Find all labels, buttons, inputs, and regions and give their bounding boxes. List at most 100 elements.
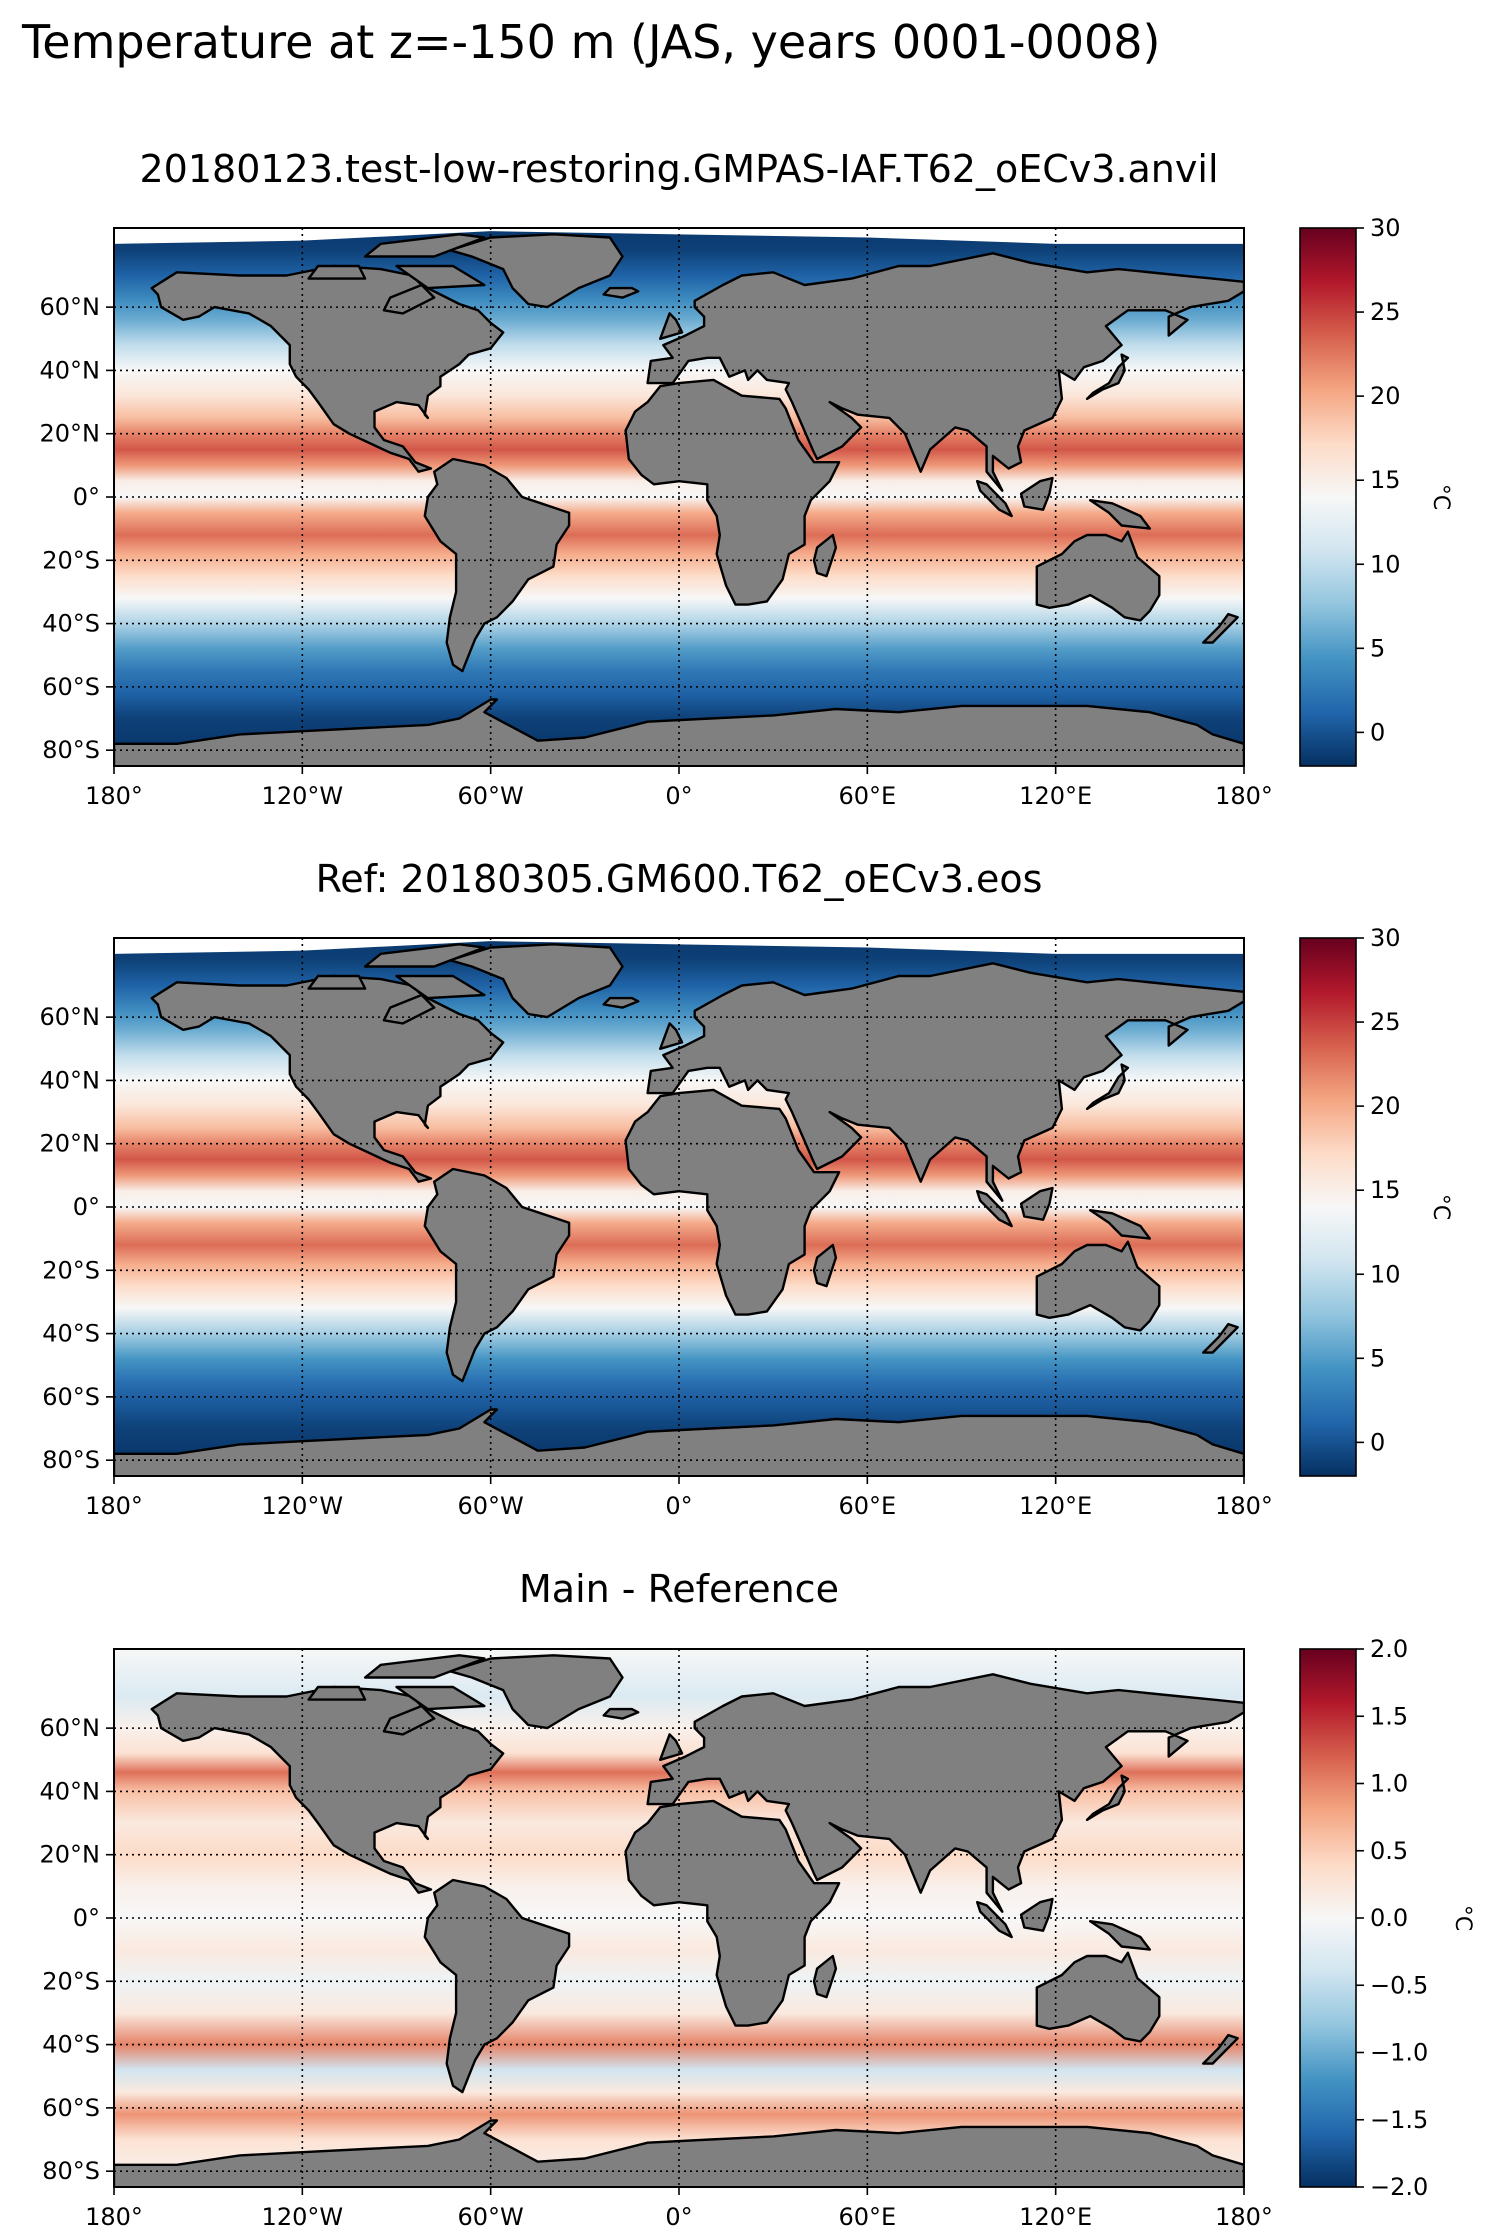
colorbar-tick-label: −1.0 bbox=[1370, 2039, 1428, 2067]
land-victoria-island bbox=[307, 974, 367, 990]
x-tick-label: 0° bbox=[665, 2203, 692, 2231]
y-tick-label: 60°N bbox=[40, 1714, 101, 1742]
y-tick-label: 80°S bbox=[42, 1446, 100, 1474]
colorbar-tick-label: −2.0 bbox=[1370, 2173, 1428, 2201]
y-tick-label: 40°S bbox=[42, 2031, 100, 2059]
land-victoria-island bbox=[307, 1685, 367, 1701]
colorbar-tick-label: 20 bbox=[1370, 382, 1401, 410]
y-tick-label: 20°S bbox=[42, 1256, 100, 1284]
land-south-america bbox=[423, 1878, 571, 2094]
land-australia bbox=[1035, 1240, 1161, 1332]
x-tick-label: 180° bbox=[85, 1492, 143, 1520]
colorbar-label: °C bbox=[1428, 484, 1453, 510]
x-tick-label: 120°W bbox=[262, 2203, 344, 2231]
sea-ice-region bbox=[114, 938, 1244, 954]
colorbar-tick-label: 25 bbox=[1370, 298, 1401, 326]
y-tick-label: 20°S bbox=[42, 546, 100, 574]
colorbar: 30 25 20 15 10 5 0 °C bbox=[1299, 214, 1453, 767]
panels: 20180123.test-low-restoring.GMPAS-IAF.T6… bbox=[40, 147, 1476, 2231]
y-tick-label: 20°N bbox=[40, 420, 101, 448]
land-new-zealand bbox=[1201, 612, 1239, 644]
x-tick-label: 60°W bbox=[458, 2203, 524, 2231]
land-australia bbox=[1035, 1951, 1161, 2043]
y-tick-label: 20°S bbox=[42, 1967, 100, 1995]
land-greenland bbox=[448, 943, 624, 1019]
land-eurasia bbox=[646, 1673, 1244, 1913]
x-tick-label: 0° bbox=[665, 782, 692, 810]
land-north-america bbox=[150, 264, 505, 473]
land-new-zealand bbox=[1201, 2033, 1239, 2065]
x-tick-label: 60°E bbox=[838, 1492, 896, 1520]
y-tick-label: 0° bbox=[73, 483, 100, 511]
land-british-isles bbox=[659, 312, 684, 340]
y-tick-label: 40°N bbox=[40, 1066, 101, 1094]
y-tick-label: 20°N bbox=[40, 1841, 101, 1869]
land-eurasia bbox=[646, 252, 1244, 492]
x-tick-label: 60°W bbox=[458, 782, 524, 810]
x-tick-label: 0° bbox=[665, 1492, 692, 1520]
land-south-america bbox=[423, 1167, 571, 1383]
land-iceland bbox=[602, 286, 640, 299]
land-baffin-island bbox=[395, 974, 486, 1000]
x-tick-label: 120°E bbox=[1019, 1492, 1092, 1520]
y-tick-label: 60°N bbox=[40, 1003, 101, 1031]
land-north-america bbox=[150, 1685, 505, 1894]
land-british-isles bbox=[659, 1022, 684, 1051]
colorbar-tick-label: 15 bbox=[1370, 1176, 1401, 1204]
colorbar-tick-label: −1.5 bbox=[1370, 2106, 1428, 2134]
colorbar-tick-label: 20 bbox=[1370, 1092, 1401, 1120]
colorbar: 2.0 1.5 1.0 0.5 0.0 −0.5 −1.0 −1.5 −2.0 °C bbox=[1299, 1635, 1475, 2201]
y-tick-label: 0° bbox=[73, 1193, 100, 1221]
colorbar-tick-label: 10 bbox=[1370, 1260, 1401, 1288]
colorbar-tick-label: 0 bbox=[1370, 718, 1385, 746]
land-greenland bbox=[448, 233, 624, 309]
y-tick-label: 40°S bbox=[42, 610, 100, 638]
colorbar-tick-label: 5 bbox=[1370, 1344, 1385, 1372]
panel-title: 20180123.test-low-restoring.GMPAS-IAF.T6… bbox=[139, 147, 1218, 191]
x-tick-label: 120°E bbox=[1019, 2203, 1092, 2231]
map-panel-3: Main - Reference 180° 120°W 60°W 0° 60°E 120°E… bbox=[40, 1567, 1476, 2231]
colorbar-tick-label: 5 bbox=[1370, 634, 1385, 662]
land-sumatra bbox=[976, 480, 1013, 518]
y-tick-label: 60°S bbox=[42, 2094, 100, 2122]
x-tick-label: 120°W bbox=[262, 1492, 344, 1520]
colorbar-tick-label: 30 bbox=[1370, 214, 1401, 242]
colorbar-tick-label: 1.5 bbox=[1370, 1702, 1408, 1730]
colorbar-bar bbox=[1299, 1648, 1357, 2188]
colorbar-tick-label: 30 bbox=[1370, 924, 1401, 952]
colorbar: 30 25 20 15 10 5 0 °C bbox=[1299, 924, 1453, 1477]
land-madagascar bbox=[812, 1954, 838, 1999]
land-north-america bbox=[150, 974, 505, 1183]
land-ellesmere-island bbox=[363, 233, 486, 258]
panel-title: Main - Reference bbox=[519, 1567, 839, 1611]
colorbar-bar bbox=[1299, 227, 1357, 767]
x-tick-label: 180° bbox=[85, 782, 143, 810]
x-tick-label: 60°E bbox=[838, 2203, 896, 2231]
x-tick-label: 180° bbox=[1215, 782, 1273, 810]
x-tick-label: 180° bbox=[85, 2203, 143, 2231]
land-ellesmere-island bbox=[363, 943, 486, 968]
y-tick-label: 40°N bbox=[40, 1777, 101, 1805]
land-japan bbox=[1085, 1774, 1130, 1822]
colorbar-tick-label: 25 bbox=[1370, 1008, 1401, 1036]
land-south-america bbox=[423, 457, 571, 673]
y-tick-label: 80°S bbox=[42, 736, 100, 764]
land-ellesmere-island bbox=[363, 1654, 486, 1679]
y-tick-label: 40°N bbox=[40, 356, 101, 384]
land-eurasia bbox=[646, 962, 1244, 1202]
map-panel-2: Ref: 20180305.GM600.T62_oECv3.eos 180° 120… bbox=[40, 857, 1454, 1520]
y-tick-label: 20°N bbox=[40, 1130, 101, 1158]
land-new-guinea bbox=[1088, 1208, 1152, 1240]
map-area bbox=[114, 938, 1244, 1476]
colorbar-tick-label: 0.5 bbox=[1370, 1837, 1408, 1865]
colorbar-label: °C bbox=[1428, 1194, 1453, 1220]
land-iceland bbox=[602, 996, 640, 1009]
map-area bbox=[114, 1649, 1244, 2187]
land-sumatra bbox=[976, 1189, 1013, 1228]
land-victoria-island bbox=[307, 264, 367, 280]
colorbar-tick-label: −0.5 bbox=[1370, 1971, 1428, 1999]
land-new-zealand bbox=[1201, 1322, 1239, 1354]
sea-ice-region bbox=[114, 228, 1244, 244]
land-madagascar bbox=[812, 533, 838, 578]
